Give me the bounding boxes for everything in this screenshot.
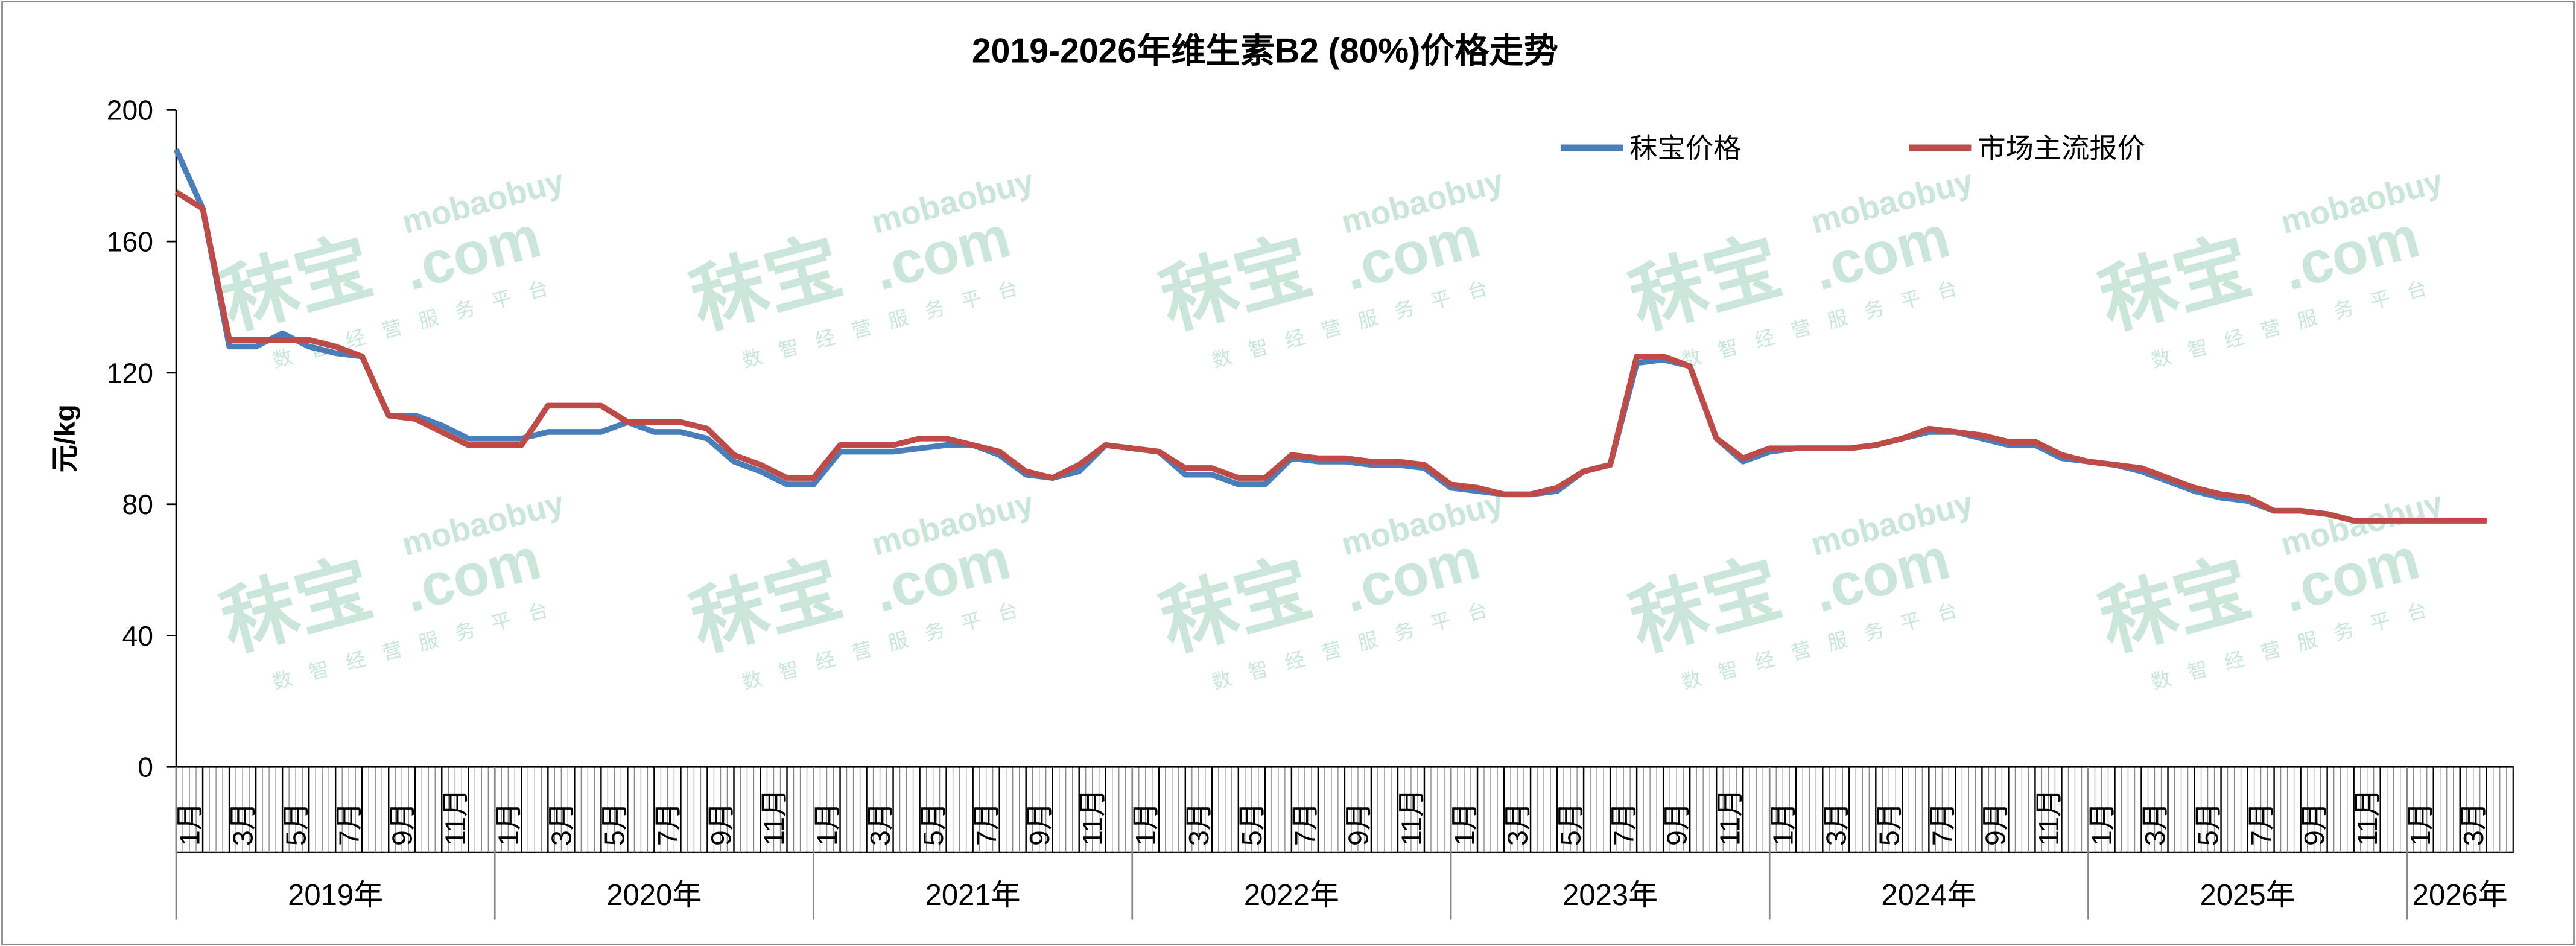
x-tick-label: 11月 xyxy=(1395,789,1427,846)
year-label: 2023年 xyxy=(1562,879,1658,912)
x-tick-label: 3月 xyxy=(864,802,896,846)
x-tick-label: 1月 xyxy=(1448,802,1480,846)
x-tick-label: 9月 xyxy=(2298,802,2330,846)
x-tick-label: 5月 xyxy=(2192,802,2224,846)
x-tick-label: 1月 xyxy=(811,802,843,846)
year-label: 2020年 xyxy=(606,879,702,912)
x-tick-label: 9月 xyxy=(1661,802,1692,846)
x-tick-label: 1月 xyxy=(1130,802,1161,846)
x-tick-label: 7月 xyxy=(652,802,684,846)
x-tick-label: 7月 xyxy=(971,802,1002,846)
year-label: 2025年 xyxy=(2200,879,2295,912)
x-tick-label: 9月 xyxy=(387,802,418,846)
y-tick-label: 160 xyxy=(107,226,153,258)
y-tick-label: 40 xyxy=(122,620,153,652)
x-tick-label: 5月 xyxy=(280,802,311,846)
x-tick-label: 3月 xyxy=(2139,802,2171,846)
x-tick-label: 5月 xyxy=(918,802,949,846)
x-tick-label: 1月 xyxy=(1768,802,1799,846)
y-tick-label: 200 xyxy=(107,95,153,126)
x-tick-label: 5月 xyxy=(1874,802,1905,846)
x-tick-label: 7月 xyxy=(1289,802,1321,846)
x-tick-label: 11月 xyxy=(1715,789,1746,846)
x-tick-label: 1月 xyxy=(493,802,524,846)
x-tick-label: 11月 xyxy=(758,789,790,846)
x-tick-label: 3月 xyxy=(546,802,577,846)
x-tick-label: 7月 xyxy=(2245,802,2277,846)
y-tick-label: 120 xyxy=(107,357,153,389)
x-tick-label: 9月 xyxy=(705,802,737,846)
x-tick-label: 3月 xyxy=(2458,802,2489,846)
x-tick-label: 7月 xyxy=(1608,802,1639,846)
x-tick-label: 5月 xyxy=(1555,802,1586,846)
y-axis-label: 元/kg xyxy=(49,404,80,472)
year-label: 2024年 xyxy=(1881,879,1976,912)
x-tick-label: 11月 xyxy=(2352,789,2383,846)
x-tick-label: 1月 xyxy=(2086,802,2118,846)
x-tick-label: 11月 xyxy=(1077,789,1108,846)
x-tick-label: 9月 xyxy=(1342,802,1374,846)
year-label: 2022年 xyxy=(1244,879,1339,912)
x-tick-label: 11月 xyxy=(440,789,471,846)
x-tick-label: 9月 xyxy=(1980,802,2011,846)
x-tick-label: 1月 xyxy=(174,802,205,846)
x-tick-label: 3月 xyxy=(1183,802,1214,846)
x-tick-label: 9月 xyxy=(1024,802,1055,846)
legend-label: 市场主流报价 xyxy=(1978,132,2145,163)
legend-label: 秣宝价格 xyxy=(1629,132,1741,163)
x-tick-label: 5月 xyxy=(1236,802,1267,846)
year-label: 2021年 xyxy=(925,879,1021,912)
y-tick-label: 0 xyxy=(138,752,153,783)
x-tick-label: 3月 xyxy=(1821,802,1852,846)
x-tick-label: 1月 xyxy=(2405,802,2436,846)
year-label: 2019年 xyxy=(288,879,383,912)
chart-title: 2019-2026年维生素B2 (80%)价格走势 xyxy=(972,31,1558,70)
y-tick-label: 80 xyxy=(122,489,153,520)
x-tick-label: 3月 xyxy=(1502,802,1533,846)
x-tick-label: 7月 xyxy=(1927,802,1958,846)
year-label: 2026年 xyxy=(2413,879,2508,912)
x-tick-label: 7月 xyxy=(334,802,365,846)
x-tick-label: 3月 xyxy=(227,802,258,846)
series-line xyxy=(174,189,2487,524)
x-tick-label: 11月 xyxy=(2033,789,2064,846)
x-tick-label: 5月 xyxy=(599,802,630,846)
